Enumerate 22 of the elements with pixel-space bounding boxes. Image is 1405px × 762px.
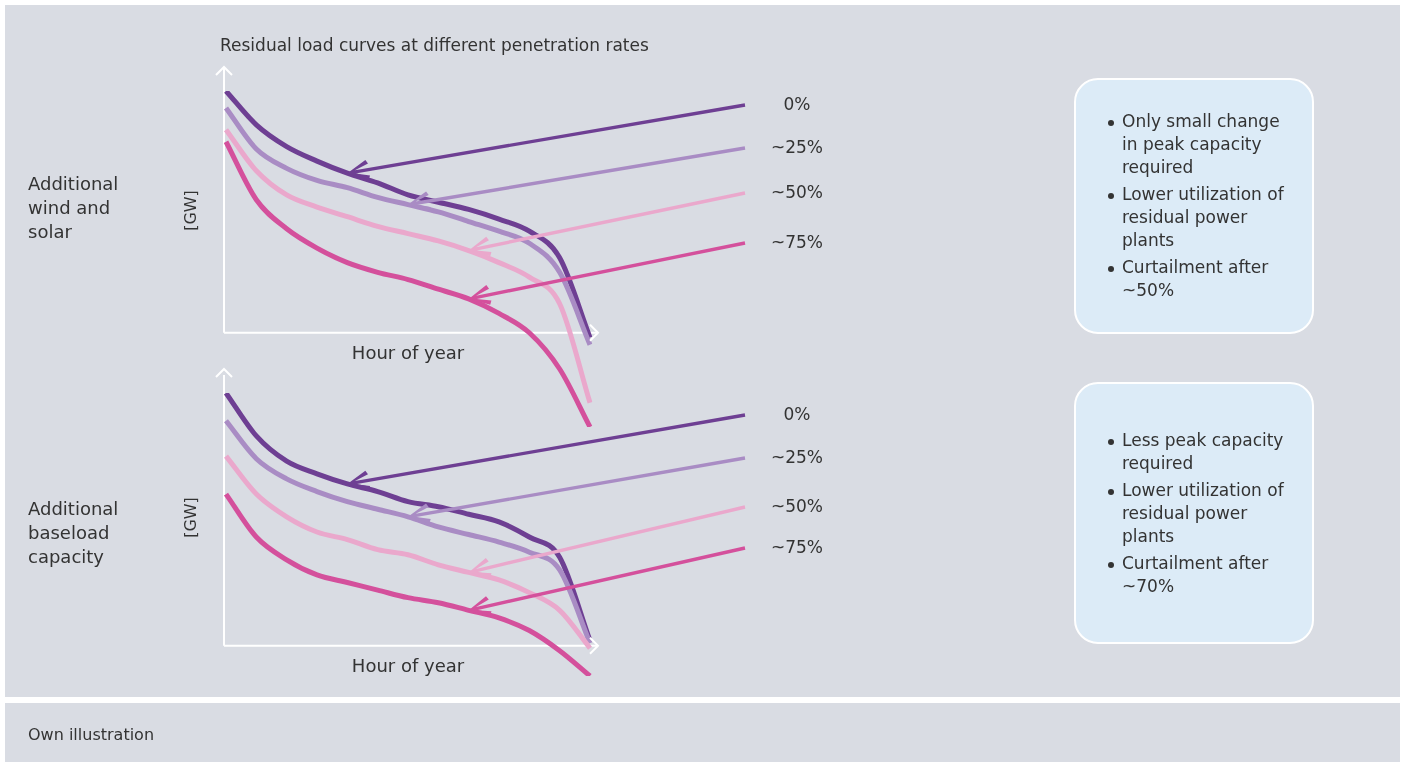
text: Less peak capacity required [1122,429,1284,473]
text: Only small change in peak capacity required [1122,111,1280,177]
text: ~75% [770,537,824,557]
y-axis-title: [GW] [180,496,200,541]
text: ~25% [770,137,824,157]
x-axis-title: Hour of year [350,341,466,363]
x-axis-title: Hour of year [350,654,466,676]
text: ~75% [770,232,824,252]
text: 0% [782,94,812,114]
text: Curtailment after ~50% [1122,257,1269,300]
text: 0% [782,404,812,424]
text: ~50% [770,182,824,202]
text: Curtailment after ~70% [1122,552,1269,596]
text: Own illustration [28,725,155,744]
text: ~25% [770,447,824,467]
text: Additional baseload capacity [28,497,120,569]
text: Lower utilization of residual power plants [1122,184,1284,250]
y-axis-title: [GW] [180,189,200,233]
text: ~50% [770,496,824,516]
chart-title: Residual load curves at different penetration rates [220,35,649,55]
text: Additional wind and solar [28,172,120,244]
text: Lower utilization of residual power plants [1122,479,1284,546]
